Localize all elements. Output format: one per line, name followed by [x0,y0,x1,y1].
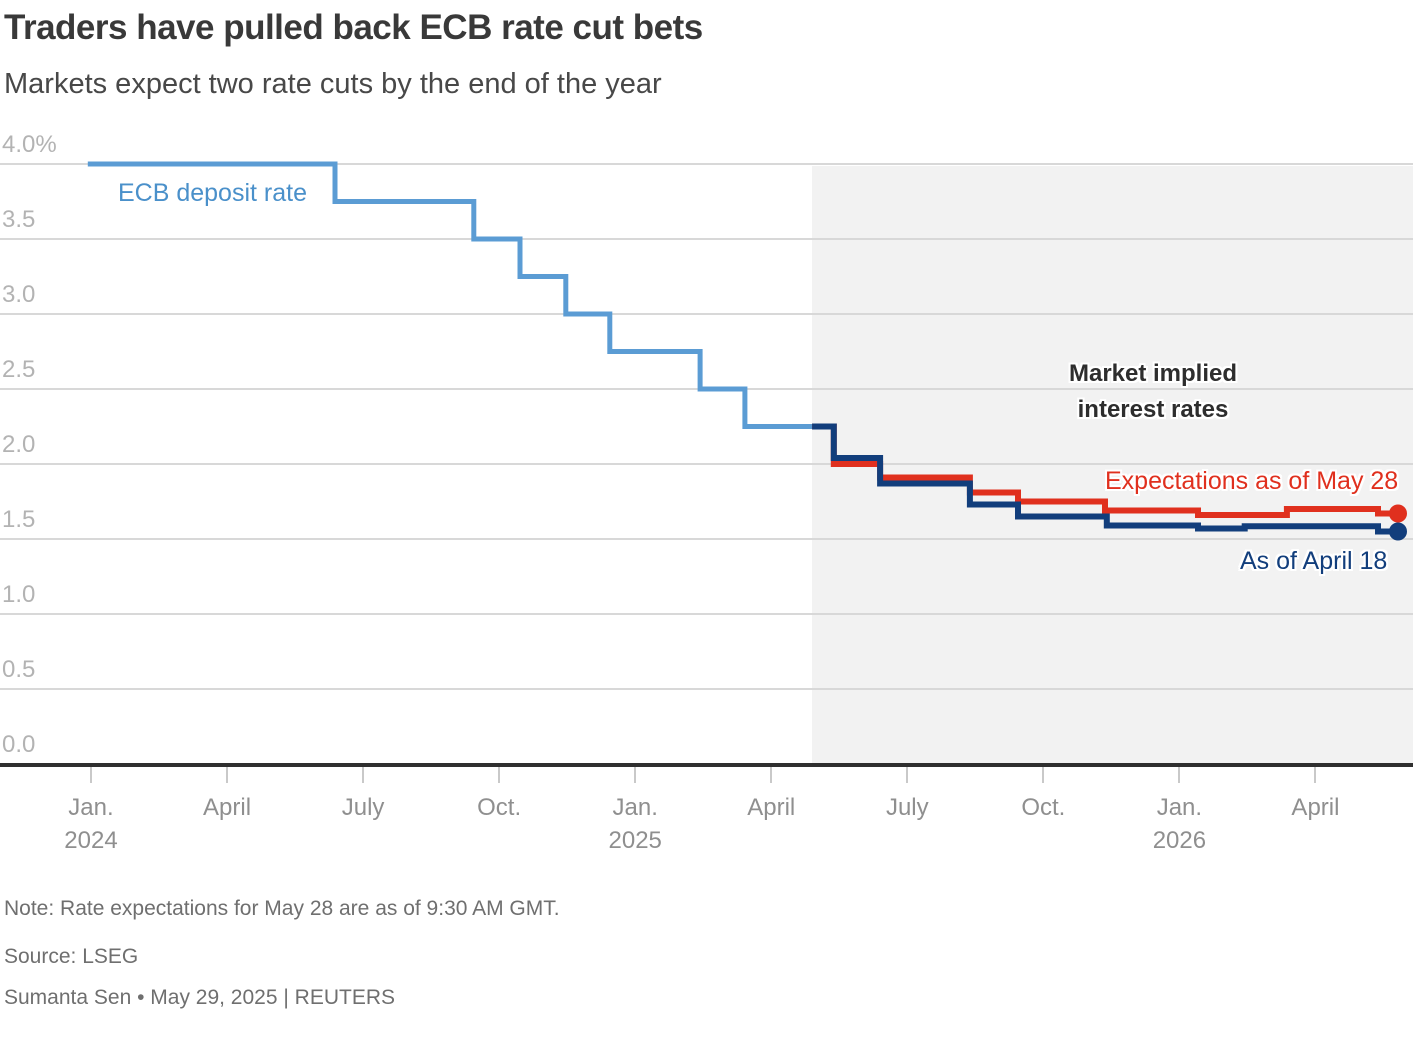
chart-source: Source: LSEG [4,945,139,968]
x-axis-tick [498,767,501,783]
ecb-deposit-rate-label: ECB deposit rate [118,179,307,207]
y-axis-label: 0.0 [2,731,36,758]
x-axis-tick [1314,767,1317,783]
market-implied-rates-label: Market implied interest rates [1068,360,1238,423]
y-axis-label: 3.0 [2,281,36,308]
gridline [0,163,1413,165]
x-axis-label: July [341,794,385,821]
page-subtitle: Markets expect two rate cuts by the end … [4,68,662,100]
y-axis-label: 2.5 [2,356,36,383]
chart-note: Note: Rate expectations for May 28 are a… [4,897,560,920]
y-axis-label: 1.0 [2,581,36,608]
page-title: Traders have pulled back ECB rate cut be… [4,8,703,47]
gridline [0,238,1413,240]
gridline [0,688,1413,690]
y-axis-label: 2.0 [2,431,36,458]
gridline [0,538,1413,540]
x-axis-label: April [747,794,796,821]
x-axis-tick [1178,767,1181,783]
expectations-may28-label: Expectations as of May 28 [1105,467,1399,495]
as-of-april18-label: As of April 18 [1240,547,1388,575]
x-axis-label: Oct. [1021,794,1066,821]
y-axis-label: 4.0% [2,131,57,158]
chart-byline: Sumanta Sen • May 29, 2025 | REUTERS [4,986,395,1009]
x-axis-label: Jan. 2026 [1152,794,1207,854]
y-axis-label: 1.5 [2,506,36,533]
x-axis-line [0,763,1413,767]
x-axis-tick [770,767,773,783]
x-axis-label: April [203,794,252,821]
x-axis-tick [90,767,92,783]
x-axis-tick [1042,767,1045,783]
x-axis-tick [906,767,909,783]
y-axis-label: 0.5 [2,656,36,683]
y-axis-label: 3.5 [2,206,36,233]
gridline [0,463,1413,465]
x-axis-label: Jan. 2024 [64,794,118,854]
x-axis-tick [226,767,229,783]
x-axis-label: July [885,794,929,821]
x-axis-label: Oct. [477,794,522,821]
x-axis-tick [362,767,365,783]
x-axis-label: Jan. 2025 [608,794,662,854]
gridline [0,313,1413,315]
x-axis-label: April [1291,794,1340,821]
gridline [0,613,1413,615]
x-axis-tick [634,767,637,783]
